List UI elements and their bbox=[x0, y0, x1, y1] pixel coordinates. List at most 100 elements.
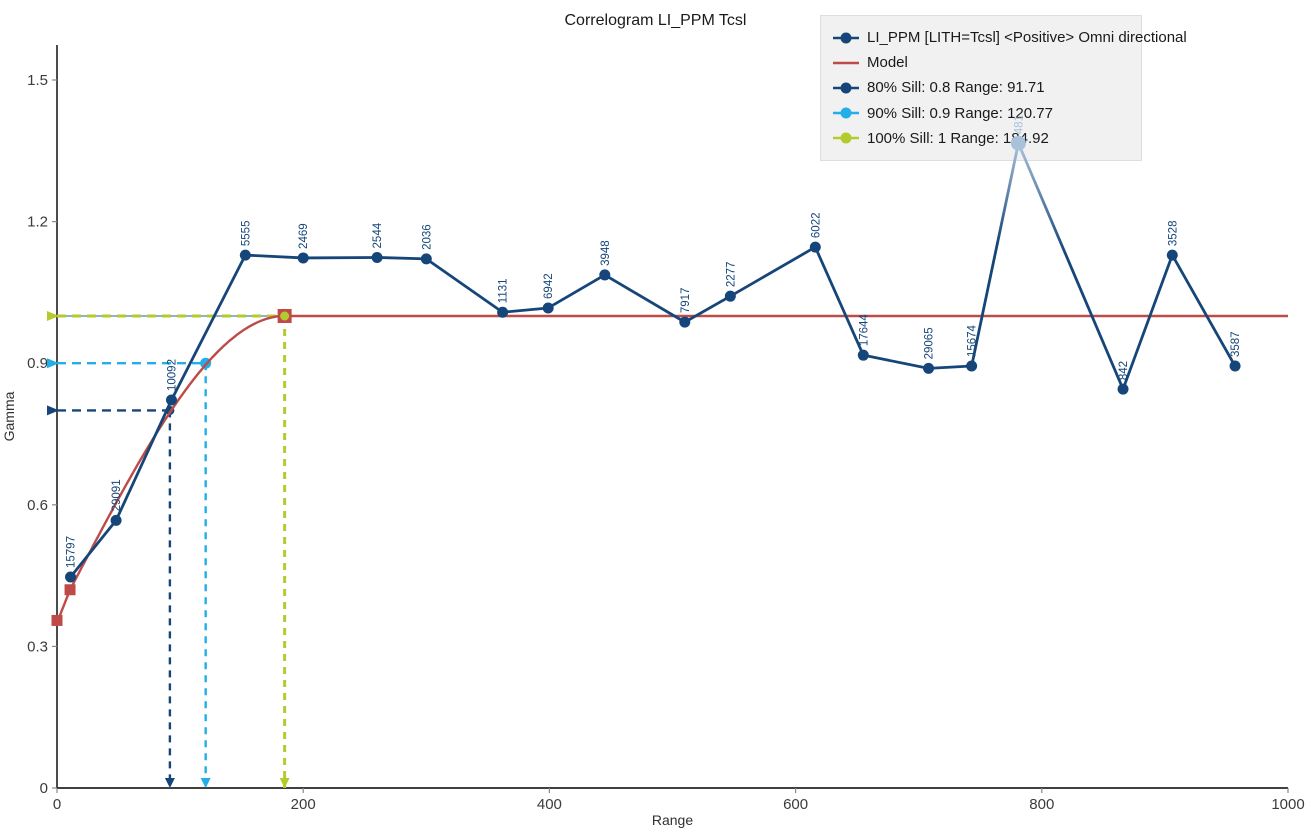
legend-item-2[interactable]: 80% Sill: 0.8 Range: 91.71 bbox=[833, 79, 1129, 96]
data-point-29065[interactable] bbox=[923, 362, 935, 374]
point-label-3528: 3528 bbox=[1167, 221, 1179, 247]
x-tick-label-800: 800 bbox=[1029, 796, 1054, 813]
series-segment bbox=[245, 253, 304, 260]
sill-yaxis-handle-80%[interactable] bbox=[47, 405, 59, 416]
y-tick-label-0.6: 0.6 bbox=[27, 497, 48, 514]
series-segment bbox=[604, 273, 686, 324]
point-label-481: 481 bbox=[1013, 115, 1025, 134]
data-point-6942[interactable] bbox=[542, 302, 554, 314]
data-point-481[interactable] bbox=[1010, 135, 1026, 151]
y-axis-title: Gamma bbox=[1, 391, 17, 441]
data-point-842[interactable] bbox=[1117, 383, 1129, 395]
sill-xaxis-handle-80%[interactable] bbox=[164, 778, 175, 788]
point-label-2544: 2544 bbox=[372, 222, 384, 248]
legend-marker-icon bbox=[833, 107, 859, 119]
model-sill-handle-center bbox=[280, 311, 290, 321]
point-label-6942: 6942 bbox=[543, 273, 555, 299]
legend-marker-icon bbox=[833, 61, 859, 65]
data-point-2036[interactable] bbox=[420, 253, 432, 265]
data-point-1131[interactable] bbox=[497, 306, 509, 318]
series-segment bbox=[1017, 142, 1125, 390]
series-segment bbox=[1121, 254, 1174, 390]
series-segment bbox=[170, 254, 247, 401]
point-label-1131: 1131 bbox=[498, 278, 510, 303]
model-curve bbox=[55, 314, 1288, 624]
point-label-2469: 2469 bbox=[298, 223, 310, 249]
y-tick-label-1.5: 1.5 bbox=[27, 72, 48, 89]
data-point-3587[interactable] bbox=[1229, 360, 1241, 372]
y-tick-label-0.9: 0.9 bbox=[27, 355, 48, 372]
legend-item-0[interactable]: LI_PPM [LITH=Tcsl] <Positive> Omni direc… bbox=[833, 29, 1187, 46]
series-segment bbox=[1171, 254, 1237, 367]
x-tick-label-400: 400 bbox=[537, 796, 562, 813]
x-tick-label-0: 0 bbox=[53, 796, 61, 813]
legend-marker-icon bbox=[833, 32, 859, 44]
series-segment bbox=[69, 519, 118, 578]
point-label-2277: 2277 bbox=[725, 262, 737, 288]
series-segment bbox=[928, 364, 972, 370]
legend-item-label: 100% Sill: 1 Range: 184.92 bbox=[867, 129, 1049, 147]
model-handle-0[interactable] bbox=[51, 614, 63, 626]
data-point-3948[interactable] bbox=[599, 269, 611, 281]
sill-yaxis-handle-100%[interactable] bbox=[47, 311, 59, 321]
legend-item-4[interactable]: 100% Sill: 1 Range: 184.92 bbox=[833, 130, 1129, 147]
data-point-29091[interactable] bbox=[110, 514, 122, 526]
legend-item-1[interactable]: Model bbox=[833, 54, 1129, 71]
sill-xaxis-handle-100%[interactable] bbox=[279, 778, 290, 788]
data-point-2469[interactable] bbox=[297, 252, 309, 264]
legend-item-label: LI_PPM [LITH=Tcsl] <Positive> Omni direc… bbox=[867, 29, 1187, 47]
legend: LI_PPM [LITH=Tcsl] <Positive> Omni direc… bbox=[820, 15, 1187, 161]
series-segment bbox=[863, 353, 929, 370]
sill-xaxis-handle-90%[interactable] bbox=[200, 778, 211, 788]
point-label-5555: 5555 bbox=[240, 221, 252, 247]
point-label-7917: 7917 bbox=[680, 288, 692, 314]
point-label-17644: 17644 bbox=[858, 314, 870, 347]
data-point-5555[interactable] bbox=[239, 249, 251, 261]
data-point-15797[interactable] bbox=[65, 571, 77, 583]
x-axis-title: Range bbox=[652, 812, 693, 828]
chart-title: Correlogram LI_PPM Tcsl bbox=[564, 12, 747, 29]
series-segment bbox=[814, 246, 865, 356]
data-point-15674[interactable] bbox=[966, 360, 978, 372]
x-tick-label-200: 200 bbox=[291, 796, 316, 813]
data-point-2277[interactable] bbox=[724, 290, 736, 302]
x-tick-label-600: 600 bbox=[783, 796, 808, 813]
legend-marker-icon bbox=[833, 132, 859, 144]
data-point-6022[interactable] bbox=[809, 241, 821, 253]
data-point-3528[interactable] bbox=[1166, 249, 1178, 261]
point-label-15797: 15797 bbox=[66, 536, 78, 568]
series-segment bbox=[684, 294, 732, 324]
series-segment bbox=[114, 399, 173, 521]
point-label-15674: 15674 bbox=[967, 324, 979, 357]
series-segment bbox=[377, 256, 427, 261]
legend-marker-icon bbox=[833, 82, 859, 94]
point-label-3587: 3587 bbox=[1230, 331, 1242, 357]
legend-item-label: Model bbox=[867, 54, 908, 72]
sill-yaxis-handle-90%[interactable] bbox=[47, 358, 59, 369]
point-label-6022: 6022 bbox=[810, 212, 822, 238]
series-segment bbox=[547, 273, 606, 310]
x-tick-label-1000: 1000 bbox=[1271, 796, 1304, 813]
series-segment bbox=[970, 142, 1020, 367]
point-label-10092: 10092 bbox=[166, 359, 178, 391]
model-handle-1[interactable] bbox=[64, 584, 76, 596]
sill-guide-100% bbox=[47, 311, 290, 788]
point-label-842: 842 bbox=[1118, 361, 1130, 380]
series-segment bbox=[425, 257, 504, 314]
y-tick-label-1.2: 1.2 bbox=[27, 214, 48, 231]
point-label-2036: 2036 bbox=[421, 224, 433, 250]
data-point-17644[interactable] bbox=[857, 349, 869, 361]
legend-item-label: 80% Sill: 0.8 Range: 91.71 bbox=[867, 79, 1045, 97]
data-point-2544[interactable] bbox=[371, 251, 383, 263]
series-segment bbox=[502, 306, 549, 314]
legend-item-3[interactable]: 90% Sill: 0.9 Range: 120.77 bbox=[833, 105, 1129, 122]
legend-item-label: 90% Sill: 0.9 Range: 120.77 bbox=[867, 104, 1053, 122]
y-tick-label-0: 0 bbox=[40, 780, 48, 797]
y-tick-label-0.3: 0.3 bbox=[27, 638, 48, 655]
data-point-10092[interactable] bbox=[165, 394, 177, 406]
data-point-7917[interactable] bbox=[679, 316, 691, 328]
point-label-29091: 29091 bbox=[111, 479, 123, 511]
point-label-3948: 3948 bbox=[600, 240, 612, 266]
